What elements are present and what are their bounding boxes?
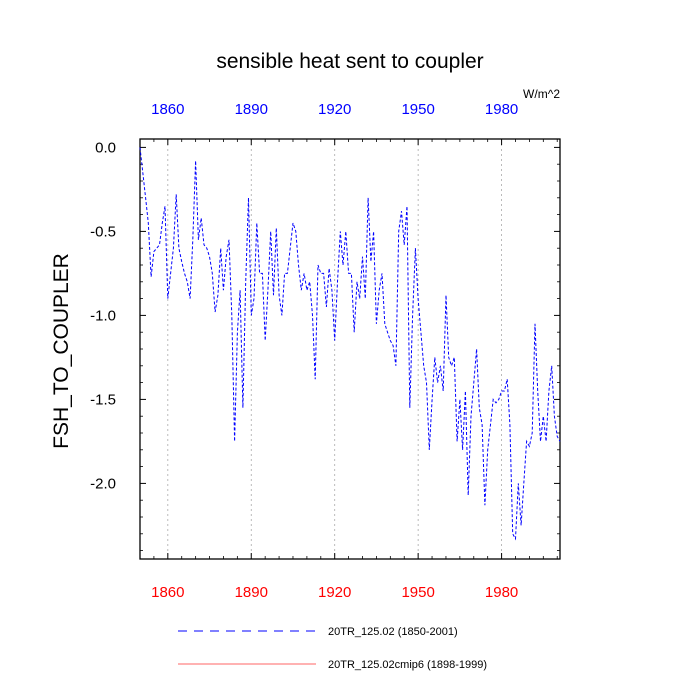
x-tick-label-bottom: 1920 — [318, 584, 351, 601]
x-tick-label-top: 1890 — [235, 101, 268, 118]
legend-label-series-2: 20TR_125.02cmip6 (1898-1999) — [328, 659, 487, 671]
y-tick-label: -2.0 — [90, 475, 116, 492]
y-tick-label: -1.0 — [90, 307, 116, 324]
x-tick-label-top: 1980 — [485, 101, 518, 118]
y-tick-label: -0.5 — [90, 223, 116, 240]
legend-label-series-1: 20TR_125.02 (1850-2001) — [328, 626, 458, 638]
x-tick-label-bottom: 1860 — [151, 584, 184, 601]
y-axis-label: FSH_TO_COUPLER — [50, 253, 73, 449]
legend: 20TR_125.02 (1850-2001) 20TR_125.02cmip6… — [178, 626, 487, 671]
x-tick-label-bottom: 1980 — [485, 584, 518, 601]
series-group — [139, 147, 561, 541]
series-line-1 — [139, 147, 561, 541]
x-tick-label-bottom: 1950 — [401, 584, 434, 601]
grid-lines — [167, 139, 502, 559]
y-tick-label: -1.5 — [90, 391, 116, 408]
plot-frame — [139, 138, 561, 560]
chart-title: sensible heat sent to coupler — [216, 50, 483, 73]
x-tick-label-top: 1920 — [318, 101, 351, 118]
x-tick-label-bottom: 1890 — [235, 584, 268, 601]
axis-ticks: 1860 1860 1890 1890 1920 1920 1950 1950 1980 1980… — [90, 101, 560, 601]
x-tick-label-top: 1860 — [151, 101, 184, 118]
y-tick-label: 0.0 — [95, 139, 116, 156]
units-label: W/m^2 — [523, 87, 560, 101]
x-tick-label-top: 1950 — [401, 101, 434, 118]
